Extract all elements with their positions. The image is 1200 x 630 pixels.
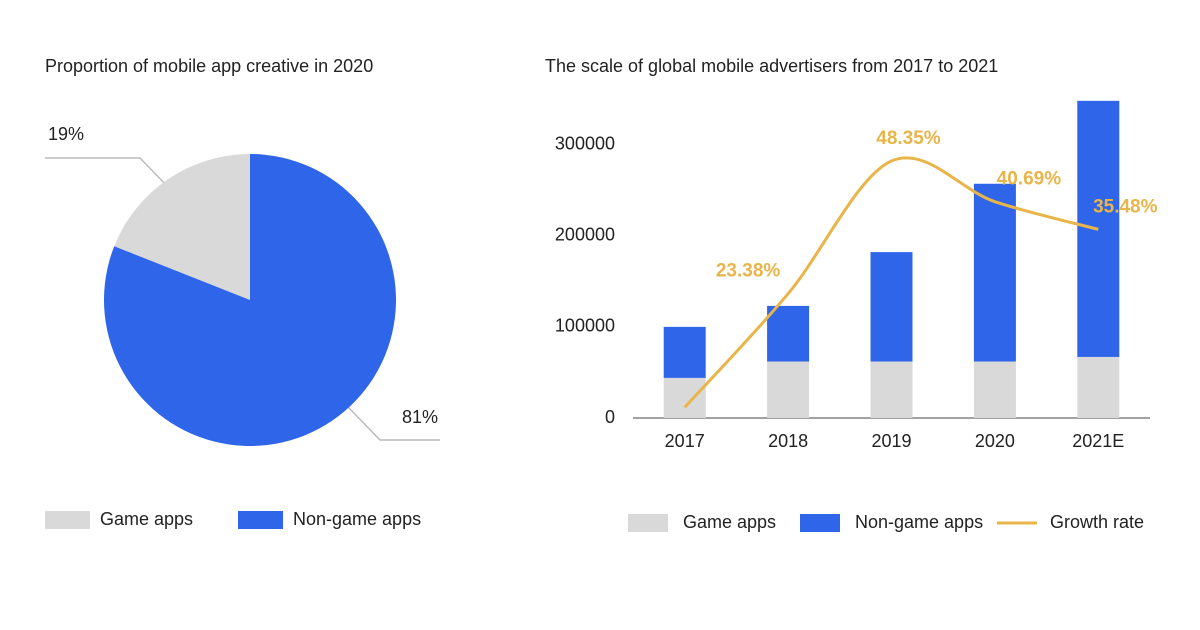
x-tick-label: 2020 <box>975 431 1015 451</box>
y-tick-label: 200000 <box>555 224 615 244</box>
chart-title: The scale of global mobile advertisers f… <box>545 56 998 76</box>
bar <box>870 361 913 418</box>
chart-title: Proportion of mobile app creative in 202… <box>45 56 373 76</box>
legend-swatch <box>238 511 283 529</box>
data-label: 81% <box>402 407 438 427</box>
legend-swatch <box>800 514 840 532</box>
pie-slice <box>114 154 251 300</box>
data-label: 40.69% <box>997 169 1062 190</box>
legend-swatch <box>45 511 90 529</box>
data-label: 19% <box>48 124 84 144</box>
bar <box>767 305 810 362</box>
data-label: 35.48% <box>1093 196 1158 217</box>
y-tick-label: 100000 <box>555 316 615 336</box>
data-label: 48.35% <box>876 128 941 149</box>
y-tick-label: 300000 <box>555 133 615 153</box>
pie-slice <box>103 154 397 447</box>
bar <box>663 377 706 418</box>
x-tick-label: 2019 <box>871 431 911 451</box>
legend-swatch <box>628 514 668 532</box>
bar <box>973 361 1016 418</box>
y-tick-label: 0 <box>605 407 615 427</box>
bar <box>973 183 1016 362</box>
line <box>683 156 1099 409</box>
bar <box>1077 356 1120 418</box>
legend-label: Non-game apps <box>293 509 421 529</box>
bar <box>767 361 810 418</box>
legend-label: Non-game apps <box>855 512 983 532</box>
legend-label: Game apps <box>100 509 193 529</box>
legend-label: Game apps <box>683 512 776 532</box>
x-tick-label: 2017 <box>665 431 705 451</box>
data-label: 23.38% <box>716 261 781 282</box>
x-tick-label: 2021E <box>1072 431 1124 451</box>
bar <box>663 326 706 378</box>
bar <box>870 252 913 362</box>
x-tick-label: 2018 <box>768 431 808 451</box>
legend-label: Growth rate <box>1050 512 1144 532</box>
